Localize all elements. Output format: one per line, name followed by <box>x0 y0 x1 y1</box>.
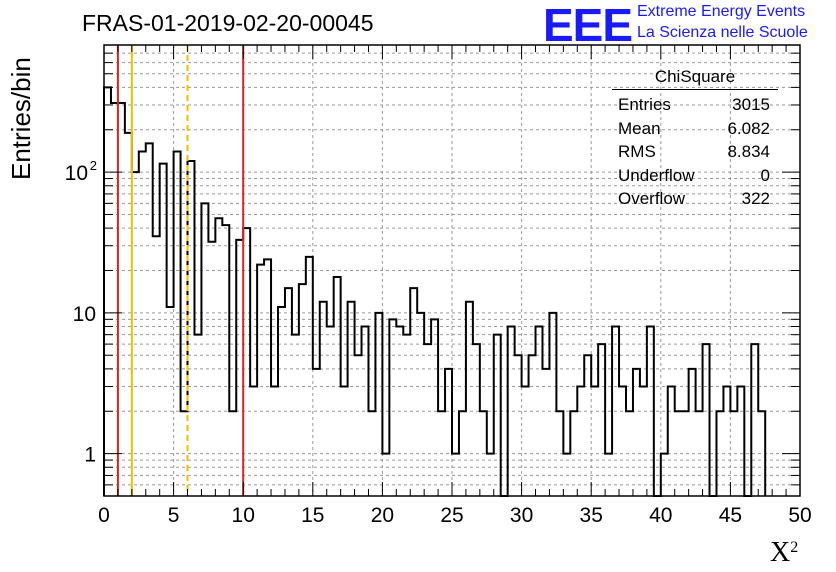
x-tick-label: 0 <box>98 504 110 527</box>
marker-lines-layer <box>116 45 245 496</box>
stats-value: 322 <box>741 189 770 208</box>
histogram-outline <box>103 86 767 497</box>
stats-value: 8.834 <box>727 142 770 161</box>
x-tick-label: 5 <box>168 504 180 527</box>
stats-value: 3015 <box>732 95 770 114</box>
x-tick-label: 40 <box>649 504 672 527</box>
histogram-layer <box>103 86 767 497</box>
logo-line-2: La Scienza nelle Scuole <box>637 24 808 41</box>
stats-value: 6.082 <box>727 118 770 138</box>
y-axis-label: Entries/bin <box>6 57 36 180</box>
stats-label: Entries <box>618 95 671 114</box>
stats-row-underflow: Underflow 0 <box>612 164 778 188</box>
stats-title: ChiSquare <box>612 67 778 90</box>
x-tick-label: 10 <box>232 504 255 527</box>
x-axis-label: X2 <box>770 537 798 569</box>
x-tick-label: 35 <box>580 504 603 527</box>
stats-label: Overflow <box>618 189 686 208</box>
x-tick-label: 20 <box>371 504 394 527</box>
stats-row-rms: RMS 8.834 <box>612 140 778 164</box>
stats-value: 0 <box>760 165 770 185</box>
stats-row-overflow: Overflow 322 <box>612 187 778 211</box>
y-tick-label-exponent: 2 <box>90 158 97 173</box>
x-tick-label: 50 <box>788 504 811 527</box>
chart-title: FRAS-01-2019-02-20-00045 <box>82 10 374 36</box>
tick-layer <box>103 45 801 496</box>
stats-label: RMS <box>618 142 656 161</box>
stats-label: Underflow <box>618 165 695 185</box>
stats-row-mean: Mean 6.082 <box>612 117 778 141</box>
y-tick-label: 1 <box>84 444 96 467</box>
x-tick-label: 30 <box>510 504 533 527</box>
x-tick-label: 25 <box>440 504 463 527</box>
y-tick-label: 10 <box>65 162 88 185</box>
x-tick-label: 45 <box>719 504 742 527</box>
x-axis-label-base: X <box>770 537 791 568</box>
stats-row-entries: Entries 3015 <box>612 93 778 117</box>
x-axis-label-exponent: 2 <box>790 539 799 556</box>
stats-box: ChiSquare Entries 3015 Mean 6.082 RMS 8.… <box>612 67 778 211</box>
y-tick-label: 10 <box>73 303 96 326</box>
logo-line-1: Extreme Energy Events <box>637 3 806 20</box>
logo-letters: EEE <box>543 0 633 51</box>
stats-label: Mean <box>618 118 661 138</box>
x-tick-label: 15 <box>301 504 324 527</box>
